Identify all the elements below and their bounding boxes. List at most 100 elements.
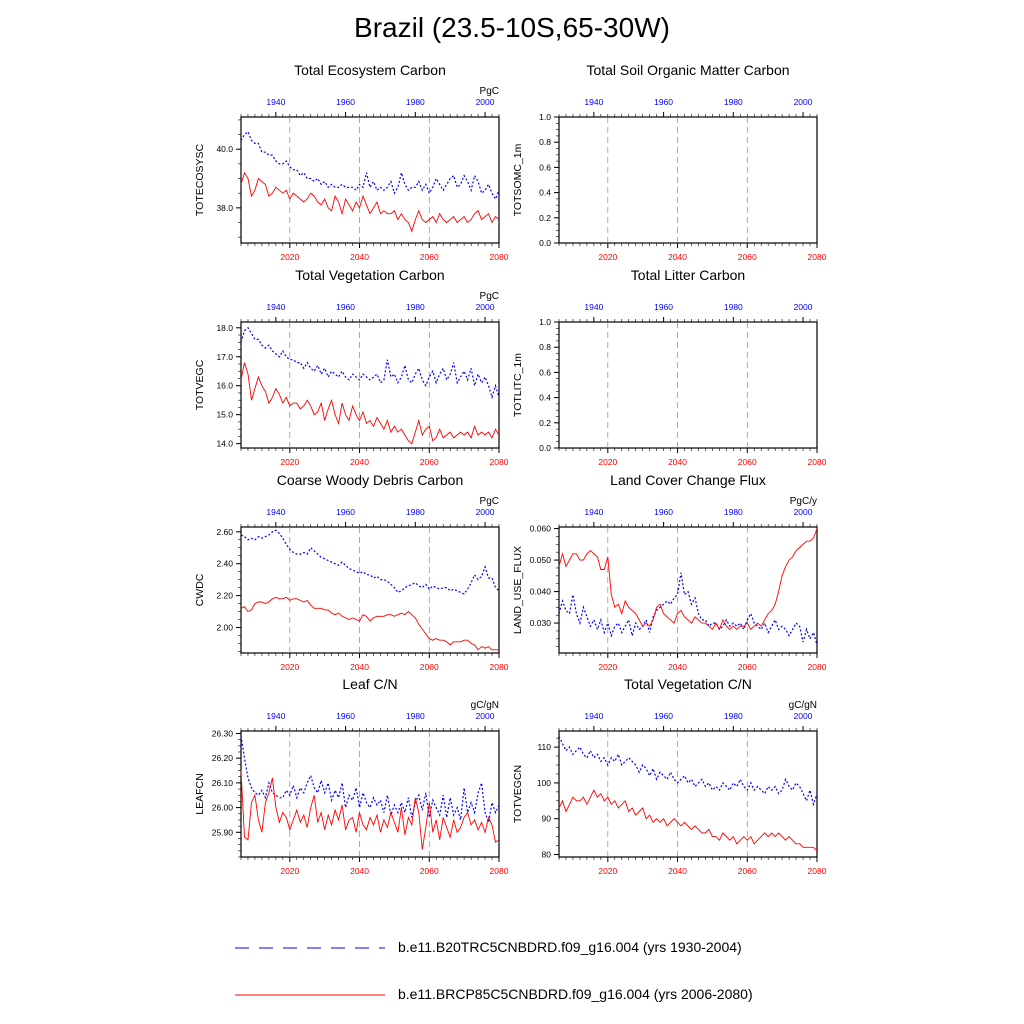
panel-5-xlabel-bottom-2040: 2040 <box>350 662 369 672</box>
panel-4-xlabel-bottom-2060: 2060 <box>738 457 757 467</box>
panel-7-xlabel-bottom-2040: 2040 <box>350 866 369 876</box>
panel-3-ytick-label-2: 16.0 <box>216 381 233 391</box>
panel-7-xlabel-top-1980: 1980 <box>406 711 425 721</box>
panel-4-ytick-label-2: 0.4 <box>539 393 551 403</box>
panel-5-ytick-label-3: 2.60 <box>216 527 233 537</box>
panel-1-xlabel-top-1980: 1980 <box>406 97 425 107</box>
panel-7-ytick-label-2: 26.10 <box>212 778 234 788</box>
panel-4-xlabel-top-2000: 2000 <box>794 302 813 312</box>
panel-2-xlabel-top-2000: 2000 <box>794 97 813 107</box>
panel-5-xlabel-bottom-2080: 2080 <box>490 662 509 672</box>
panel-3-ytick-label-1: 15.0 <box>216 410 233 420</box>
panel-2-ytick-label-2: 0.4 <box>539 188 551 198</box>
panel-7-ytick-label-3: 26.20 <box>212 753 234 763</box>
panel-2-ytick-label-4: 0.8 <box>539 137 551 147</box>
panel-8-ylabel: TOTVEGCN <box>512 765 524 823</box>
panel-2-xlabel-bottom-2020: 2020 <box>598 252 617 262</box>
panel-3-ytick-label-0: 14.0 <box>216 439 233 449</box>
panel-4-title: Total Litter Carbon <box>631 267 745 283</box>
panel-3-ytick-label-3: 17.0 <box>216 352 233 362</box>
panel-1-title: Total Ecosystem Carbon <box>294 62 446 78</box>
panel-4-ytick-label-0: 0.0 <box>539 443 551 453</box>
panel-3-xlabel-top-1960: 1960 <box>336 302 355 312</box>
panel-7-xlabel-bottom-2020: 2020 <box>280 866 299 876</box>
panel-2-xlabel-top-1980: 1980 <box>724 97 743 107</box>
panel-2-title: Total Soil Organic Matter Carbon <box>586 62 789 78</box>
panel-7-xlabel-top-1960: 1960 <box>336 711 355 721</box>
panel-7-units: gC/gN <box>471 700 499 711</box>
panel-3-xlabel-top-2000: 2000 <box>476 302 495 312</box>
panel-3-xlabel-top-1940: 1940 <box>266 302 285 312</box>
panel-2-xlabel-bottom-2040: 2040 <box>668 252 687 262</box>
panel-5-xlabel-bottom-2020: 2020 <box>280 662 299 672</box>
panel-2-ytick-label-1: 0.2 <box>539 213 551 223</box>
panel-8-series-red <box>558 789 818 852</box>
panel-4-ylabel: TOTLITC_1m <box>512 353 524 417</box>
panel-5-units: PgC <box>480 496 499 507</box>
panel-7-ytick-label-0: 25.90 <box>212 827 234 837</box>
panel-6-series-red <box>558 528 818 631</box>
panel-1-xlabel-top-1940: 1940 <box>266 97 285 107</box>
panel-5-xlabel-top-2000: 2000 <box>476 507 495 517</box>
panel-1-ytick-label-1: 40.0 <box>216 144 233 154</box>
panel-4-xlabel-bottom-2080: 2080 <box>808 457 827 467</box>
panel-3-ylabel: TOTVEGC <box>194 359 206 410</box>
panel-3-xlabel-bottom-2020: 2020 <box>280 457 299 467</box>
panel-6-title: Land Cover Change Flux <box>610 472 766 488</box>
panel-8-title: Total Vegetation C/N <box>624 676 752 692</box>
panel-8-ytick-label-0: 80 <box>542 849 552 859</box>
panel-8-ytick-label-1: 90 <box>542 814 552 824</box>
panel-8-xlabel-bottom-2060: 2060 <box>738 866 757 876</box>
panel-1-xlabel-bottom-2080: 2080 <box>490 252 509 262</box>
panel-7-series-blue <box>240 735 500 825</box>
panel-6-xlabel-bottom-2040: 2040 <box>668 662 687 672</box>
panel-3-ytick-label-4: 18.0 <box>216 323 233 333</box>
panel-6-xlabel-top-1940: 1940 <box>584 507 603 517</box>
panel-7-xlabel-bottom-2080: 2080 <box>490 866 509 876</box>
panel-6-series-blue <box>558 572 818 646</box>
panel-4-xlabel-top-1960: 1960 <box>654 302 673 312</box>
panel-4-ytick-label-5: 1.0 <box>539 317 551 327</box>
panel-6-xlabel-top-1960: 1960 <box>654 507 673 517</box>
panel-2-ytick-label-3: 0.6 <box>539 162 551 172</box>
panel-3-xlabel-top-1980: 1980 <box>406 302 425 312</box>
panel-5-ytick-label-2: 2.40 <box>216 559 233 569</box>
panel-1-ylabel: TOTECOSYSC <box>194 144 206 217</box>
panel-1-ytick-label-0: 38.0 <box>216 203 233 213</box>
panel-6-xlabel-bottom-2060: 2060 <box>738 662 757 672</box>
panel-6-xlabel-top-2000: 2000 <box>794 507 813 517</box>
panel-7-ytick-label-4: 26.30 <box>212 728 234 738</box>
panel-5-xlabel-bottom-2060: 2060 <box>420 662 439 672</box>
panel-7-xlabel-bottom-2060: 2060 <box>420 866 439 876</box>
panel-6-xlabel-bottom-2080: 2080 <box>808 662 827 672</box>
panel-6-ytick-label-0: 0.030 <box>530 618 552 628</box>
panel-6-ytick-label-3: 0.060 <box>530 524 552 534</box>
panel-8-xlabel-top-1960: 1960 <box>654 711 673 721</box>
legend-label-blue: b.e11.B20TRC5CNBDRD.f09_g16.004 (yrs 193… <box>398 939 742 955</box>
panel-4-xlabel-bottom-2040: 2040 <box>668 457 687 467</box>
panel-5-series-red <box>240 596 499 651</box>
panel-2-xlabel-top-1940: 1940 <box>584 97 603 107</box>
panel-1-xlabel-top-1960: 1960 <box>336 97 355 107</box>
panel-5-series-blue <box>240 529 500 595</box>
panel-7-frame <box>240 730 500 858</box>
figure-title: Brazil (23.5-10S,65-30W) <box>354 12 670 43</box>
panel-4-xlabel-bottom-2020: 2020 <box>598 457 617 467</box>
panel-2-xlabel-top-1960: 1960 <box>654 97 673 107</box>
panel-5-frame <box>240 526 500 654</box>
panel-8-xlabel-bottom-2080: 2080 <box>808 866 827 876</box>
panel-7-xlabel-top-2000: 2000 <box>476 711 495 721</box>
panel-5-xlabel-top-1980: 1980 <box>406 507 425 517</box>
panel-3-frame <box>240 321 500 449</box>
panel-1-xlabel-bottom-2060: 2060 <box>420 252 439 262</box>
panel-8-xlabel-bottom-2040: 2040 <box>668 866 687 876</box>
legend-label-red: b.e11.BRCP85C5CNBDRD.f09_g16.004 (yrs 20… <box>398 986 753 1002</box>
panel-5-ytick-label-0: 2.00 <box>216 622 233 632</box>
panel-8-ytick-label-3: 110 <box>537 742 551 752</box>
panel-7-ylabel: LEAFCN <box>194 773 206 814</box>
panel-1-series-red <box>240 171 500 233</box>
panel-6-xlabel-top-1980: 1980 <box>724 507 743 517</box>
panel-6-units: PgC/y <box>790 496 817 507</box>
panel-5-xlabel-top-1940: 1940 <box>266 507 285 517</box>
panel-1-xlabel-bottom-2040: 2040 <box>350 252 369 262</box>
